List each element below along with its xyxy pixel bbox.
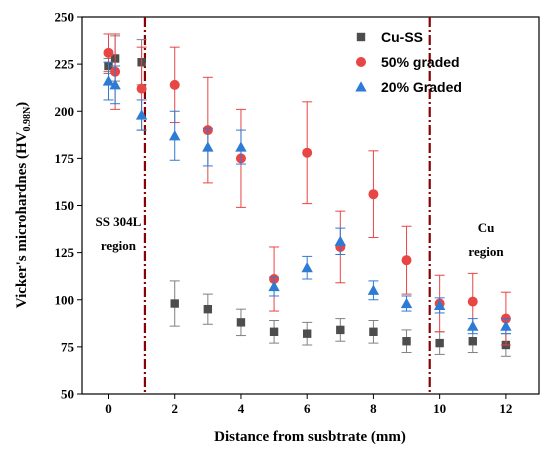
axis-ticks: 0 2 4 6 8 10 12 50 75 100 125 150 175 200 225 250	[55, 10, 513, 417]
x-tick-label: 4	[238, 401, 245, 416]
graded-50-point	[356, 57, 366, 67]
graded-20-point	[355, 81, 367, 92]
y-tick-label: 200	[55, 104, 75, 119]
graded-50-point	[467, 296, 478, 307]
graded-20-point	[109, 79, 121, 90]
y-tick-label: 175	[55, 151, 75, 166]
graded-20-point	[301, 262, 313, 273]
x-axis-title: Distance from susbtrate (mm)	[214, 429, 406, 445]
y-tick-label: 250	[55, 10, 75, 25]
graded-50-point	[401, 255, 412, 266]
graded-20-point	[268, 280, 280, 292]
region-annotations: SS 304L region Cu region	[95, 214, 504, 259]
y-axis-title-close: )	[14, 102, 30, 107]
y-axis-title-main: Vicker's microhardnes (HV	[14, 131, 30, 308]
region-label-line: region	[101, 238, 137, 253]
y-axis-title: Vicker's microhardnes (HV0.98N)	[14, 102, 33, 308]
graded-20-point	[169, 130, 181, 141]
graded-20-point	[202, 141, 214, 152]
cu-ss-point	[336, 325, 345, 335]
data-marks	[102, 33, 512, 357]
y-tick-label: 125	[55, 245, 75, 260]
x-tick-label: 10	[433, 401, 446, 416]
graded-20-point	[467, 320, 479, 331]
y-tick-label: 100	[55, 292, 75, 307]
x-tick-label: 12	[499, 401, 512, 416]
cu-ss-point	[356, 32, 366, 42]
legend: Cu-SS 50% graded 20% Graded	[355, 29, 462, 95]
legend-label: Cu-SS	[381, 29, 423, 45]
series-2	[102, 61, 512, 335]
legend-label: 50% graded	[381, 54, 460, 70]
graded-50-point	[136, 83, 147, 94]
graded-50-point	[302, 147, 313, 158]
graded-20-point	[500, 320, 512, 331]
x-tick-label: 8	[370, 401, 377, 416]
region-label: Cu region	[468, 220, 504, 259]
y-tick-label: 225	[55, 57, 75, 72]
graded-20-point	[400, 297, 413, 309]
graded-50-point	[368, 189, 379, 200]
region-dividers	[143, 17, 431, 394]
cu-ss-point	[402, 337, 411, 346]
y-axis-title-subscript: 0.98N	[22, 106, 33, 132]
x-tick-label: 0	[105, 401, 112, 416]
graded-20-point	[367, 284, 380, 295]
cu-ss-point	[302, 329, 312, 338]
graded-20-point	[102, 75, 115, 86]
cu-ss-point	[203, 304, 213, 314]
region-label-line: SS 304L	[95, 214, 141, 229]
x-tick-label: 2	[171, 401, 178, 416]
graded-50-point	[103, 47, 114, 58]
y-tick-label: 75	[61, 339, 75, 354]
region-label-line: region	[468, 244, 504, 259]
y-tick-label: 50	[61, 387, 74, 402]
graded-20-point	[433, 299, 446, 310]
graded-50-point	[169, 79, 180, 90]
graded-20-point	[235, 141, 247, 152]
cu-ss-point	[435, 338, 444, 348]
legend-label: 20% Graded	[381, 79, 462, 95]
cu-ss-point	[236, 318, 246, 327]
cu-ss-point	[170, 299, 179, 308]
cu-ss-point	[468, 337, 477, 346]
graded-20-point	[135, 109, 148, 120]
region-label-line: Cu	[478, 220, 495, 235]
y-tick-label: 150	[55, 198, 75, 213]
region-label: SS 304L region	[95, 214, 141, 253]
x-tick-label: 6	[304, 401, 311, 416]
cu-ss-point	[269, 327, 279, 336]
graded-20-point	[334, 235, 347, 246]
cu-ss-point	[369, 327, 378, 336]
